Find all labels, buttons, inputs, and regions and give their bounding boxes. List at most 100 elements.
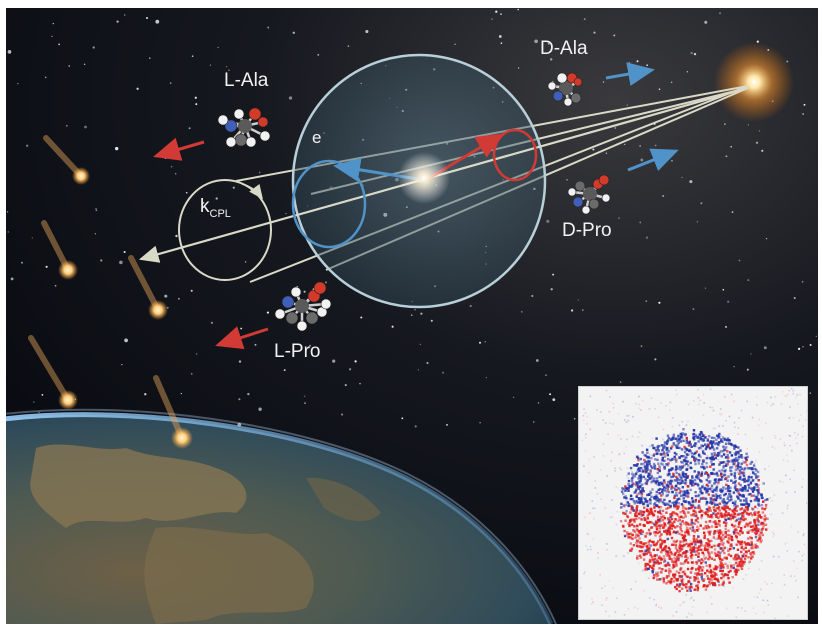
dichroism-pixel <box>662 479 666 482</box>
dichroism-pixel <box>643 553 646 556</box>
dichroism-pixel <box>643 524 646 527</box>
dichroism-pixel <box>743 557 747 560</box>
dichroism-pixel <box>685 476 688 479</box>
dichroism-pixel <box>667 574 671 578</box>
dichroism-pixel <box>699 480 702 483</box>
dichroism-pixel <box>640 532 643 536</box>
dichroism-pixel <box>660 482 664 486</box>
dichroism-pixel <box>675 507 679 511</box>
star <box>209 64 212 66</box>
dichroism-pixel <box>639 529 643 532</box>
dichroism-pixel <box>705 472 709 475</box>
dichroism-pixel <box>679 468 682 471</box>
dichroism-pixel <box>713 509 716 512</box>
dichroism-pixel <box>725 556 728 559</box>
dichroism-pixel <box>716 512 720 515</box>
star <box>170 165 173 168</box>
dichroism-pixel <box>754 526 757 530</box>
star <box>124 14 126 16</box>
dichroism-pixel <box>715 487 718 490</box>
noise-pixel <box>617 413 620 415</box>
dichroism-pixel <box>694 576 697 580</box>
dichroism-pixel <box>634 511 638 514</box>
dichroism-pixel <box>715 525 718 528</box>
noise-pixel <box>622 400 624 403</box>
dichroism-pixel <box>701 560 705 563</box>
star <box>545 374 547 376</box>
dichroism-pixel <box>665 463 668 466</box>
atom <box>570 92 582 104</box>
noise-pixel <box>801 486 803 488</box>
dichroism-pixel <box>716 554 719 557</box>
dichroism-pixel <box>717 531 720 534</box>
dichroism-pixel <box>696 482 699 486</box>
noise-pixel <box>635 402 637 405</box>
dichroism-pixel <box>624 512 627 515</box>
dichroism-pixel <box>689 466 692 469</box>
dichroism-pixel <box>660 542 664 545</box>
dichroism-pixel <box>720 472 723 475</box>
dichroism-pixel <box>667 546 670 550</box>
dichroism-pixel <box>746 531 749 534</box>
dichroism-pixel <box>678 543 682 546</box>
noise-pixel <box>709 462 712 465</box>
dichroism-pixel <box>732 491 736 494</box>
noise-pixel <box>619 467 621 469</box>
dichroism-pixel <box>724 487 728 490</box>
noise-pixel <box>584 516 586 519</box>
noise-pixel <box>580 586 582 589</box>
dichroism-pixel <box>690 513 693 517</box>
star <box>21 261 23 264</box>
star <box>414 425 417 428</box>
dichroism-pixel <box>675 561 678 564</box>
dichroism-pixel <box>643 516 646 520</box>
dichroism-pixel <box>740 462 743 465</box>
dichroism-pixel <box>735 528 738 532</box>
dichroism-pixel <box>673 458 676 461</box>
dichroism-pixel <box>630 523 634 526</box>
dichroism-pixel <box>677 487 680 490</box>
star <box>191 55 194 57</box>
dichroism-pixel <box>718 554 721 558</box>
noise-pixel <box>802 478 804 481</box>
dichroism-pixel <box>632 518 635 521</box>
dichroism-pixel <box>746 505 750 509</box>
dichroism-pixel <box>663 444 666 447</box>
atom <box>296 320 308 332</box>
noise-pixel <box>680 481 682 483</box>
dichroism-pixel <box>689 461 692 465</box>
dichroism-pixel <box>672 443 675 446</box>
dichroism-pixel <box>718 529 722 532</box>
dichroism-pixel <box>660 449 664 452</box>
noise-pixel <box>698 522 701 524</box>
dichroism-pixel <box>669 551 673 554</box>
d-ala-label: D-Ala <box>540 38 588 59</box>
noise-pixel <box>764 581 766 583</box>
atom <box>285 311 299 325</box>
dichroism-pixel <box>740 550 743 554</box>
noise-pixel <box>754 462 756 465</box>
noise-pixel <box>786 454 788 456</box>
dichroism-pixel <box>658 535 662 538</box>
star <box>654 144 657 147</box>
noise-pixel <box>780 403 783 405</box>
noise-pixel <box>729 415 731 418</box>
dichroism-pixel <box>718 563 722 567</box>
dichroism-pixel <box>658 498 661 501</box>
dichroism-pixel <box>710 497 713 500</box>
dichroism-pixel <box>708 556 711 559</box>
noise-pixel <box>615 554 618 557</box>
dichroism-pixel <box>636 499 639 503</box>
dichroism-pixel <box>692 546 696 549</box>
dichroism-pixel <box>650 480 653 484</box>
noise-pixel <box>793 575 796 578</box>
dichroism-pixel <box>660 516 663 519</box>
noise-pixel <box>791 449 793 452</box>
dichroism-pixel <box>709 499 712 502</box>
dichroism-pixel <box>662 451 666 454</box>
dichroism-pixel <box>663 525 666 528</box>
star <box>534 39 538 44</box>
noise-pixel <box>803 543 806 546</box>
dichroism-pixel <box>630 477 633 481</box>
dichroism-pixel <box>677 551 681 555</box>
